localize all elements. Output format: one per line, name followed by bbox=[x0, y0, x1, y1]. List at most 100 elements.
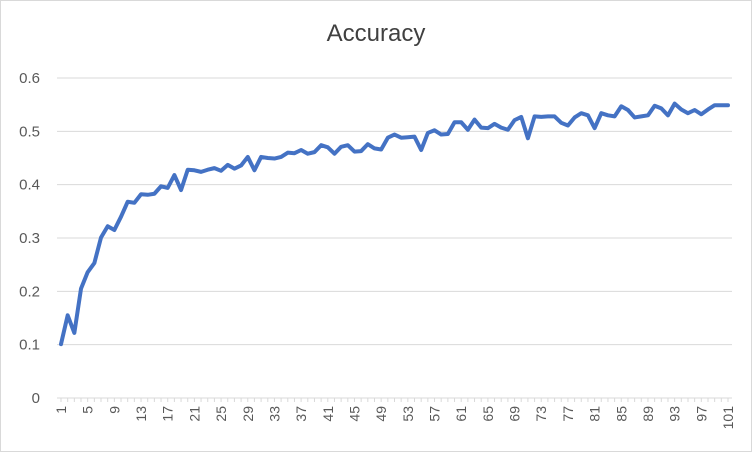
data-point bbox=[719, 103, 723, 107]
data-point bbox=[386, 136, 390, 140]
data-point bbox=[533, 114, 537, 118]
data-point bbox=[613, 114, 617, 118]
data-point bbox=[352, 150, 356, 154]
data-point bbox=[366, 142, 370, 146]
y-tick-label: 0 bbox=[32, 390, 40, 407]
data-point bbox=[579, 111, 583, 115]
y-axis: 0 0.1 0.2 0.3 0.4 0.5 0.6 bbox=[19, 70, 40, 407]
data-point bbox=[726, 103, 730, 107]
data-point bbox=[79, 287, 83, 291]
x-tick-label: 65 bbox=[480, 406, 496, 422]
data-point bbox=[312, 150, 316, 154]
data-point bbox=[659, 106, 663, 110]
x-tick-label: 21 bbox=[186, 406, 202, 422]
data-point bbox=[399, 136, 403, 140]
data-point bbox=[413, 135, 417, 139]
x-tick-label: 93 bbox=[667, 406, 683, 422]
x-tick-label: 41 bbox=[320, 406, 336, 422]
data-point bbox=[446, 132, 450, 136]
data-point bbox=[619, 104, 623, 108]
x-tick-label: 89 bbox=[640, 406, 656, 422]
data-point bbox=[673, 102, 677, 106]
plot-area bbox=[59, 101, 730, 347]
x-tick-label: 97 bbox=[693, 406, 709, 422]
data-point bbox=[519, 115, 523, 119]
x-tick-label: 53 bbox=[400, 406, 416, 422]
x-tick-label: 73 bbox=[533, 406, 549, 422]
data-point bbox=[679, 107, 683, 111]
x-tick-label: 45 bbox=[346, 406, 362, 422]
data-point bbox=[259, 155, 263, 159]
x-tick-label: 101 bbox=[720, 406, 736, 430]
data-point bbox=[426, 131, 430, 135]
y-tick-label: 0.6 bbox=[19, 70, 40, 87]
data-point bbox=[706, 107, 710, 111]
data-point bbox=[506, 128, 510, 132]
data-point bbox=[86, 270, 90, 274]
y-tick-label: 0.2 bbox=[19, 283, 40, 300]
data-point bbox=[419, 148, 423, 152]
data-point bbox=[633, 115, 637, 119]
y-tick-label: 0.5 bbox=[19, 123, 40, 140]
x-tick-label: 25 bbox=[213, 406, 229, 422]
data-point bbox=[573, 115, 577, 119]
data-point bbox=[513, 118, 517, 122]
data-point bbox=[159, 184, 163, 188]
data-point bbox=[166, 186, 170, 190]
data-point bbox=[186, 168, 190, 172]
data-point bbox=[526, 136, 530, 140]
data-point bbox=[252, 168, 256, 172]
x-tick-label: 9 bbox=[106, 406, 122, 414]
data-point bbox=[112, 228, 116, 232]
data-point bbox=[179, 188, 183, 192]
data-point bbox=[232, 167, 236, 171]
data-point bbox=[686, 111, 690, 115]
data-point bbox=[646, 113, 650, 117]
data-point bbox=[639, 114, 643, 118]
data-point bbox=[272, 157, 276, 161]
data-point bbox=[339, 145, 343, 149]
data-point bbox=[593, 126, 597, 130]
data-point bbox=[66, 313, 70, 317]
data-point bbox=[626, 108, 630, 112]
data-point bbox=[106, 224, 110, 228]
data-point bbox=[546, 114, 550, 118]
x-tick-label: 61 bbox=[453, 406, 469, 422]
data-point bbox=[379, 147, 383, 151]
gridlines bbox=[57, 77, 732, 399]
x-tick-label: 17 bbox=[160, 406, 176, 422]
x-tick-label: 13 bbox=[133, 406, 149, 422]
data-point bbox=[453, 120, 457, 124]
x-tick-label: 77 bbox=[560, 406, 576, 422]
data-point bbox=[119, 215, 123, 219]
data-point bbox=[139, 192, 143, 196]
x-tick-label: 5 bbox=[80, 406, 96, 414]
data-point bbox=[199, 170, 203, 174]
chart-title: Accuracy bbox=[326, 20, 426, 47]
x-tick-label: 85 bbox=[613, 406, 629, 422]
data-point bbox=[286, 151, 290, 155]
data-point bbox=[246, 155, 250, 159]
data-point bbox=[493, 122, 497, 126]
data-point bbox=[599, 111, 603, 115]
data-point bbox=[499, 126, 503, 130]
x-tick-label: 1 bbox=[53, 406, 69, 414]
data-point bbox=[266, 156, 270, 160]
data-point bbox=[226, 163, 230, 167]
data-point bbox=[239, 163, 243, 167]
x-tick-label: 29 bbox=[240, 406, 256, 422]
data-point bbox=[72, 331, 76, 335]
x-tick-label: 33 bbox=[266, 406, 282, 422]
x-axis: 1 5 9 13 17 21 25 29 33 37 41 45 49 53 57 61 65 69 73 77 81 8… bbox=[53, 398, 736, 429]
data-point bbox=[606, 113, 610, 117]
data-point bbox=[406, 135, 410, 139]
data-point bbox=[219, 169, 223, 173]
data-point bbox=[559, 121, 563, 125]
data-point bbox=[459, 120, 463, 124]
data-point bbox=[372, 146, 376, 150]
data-point bbox=[132, 201, 136, 205]
data-point bbox=[59, 342, 63, 346]
data-point bbox=[306, 152, 310, 156]
